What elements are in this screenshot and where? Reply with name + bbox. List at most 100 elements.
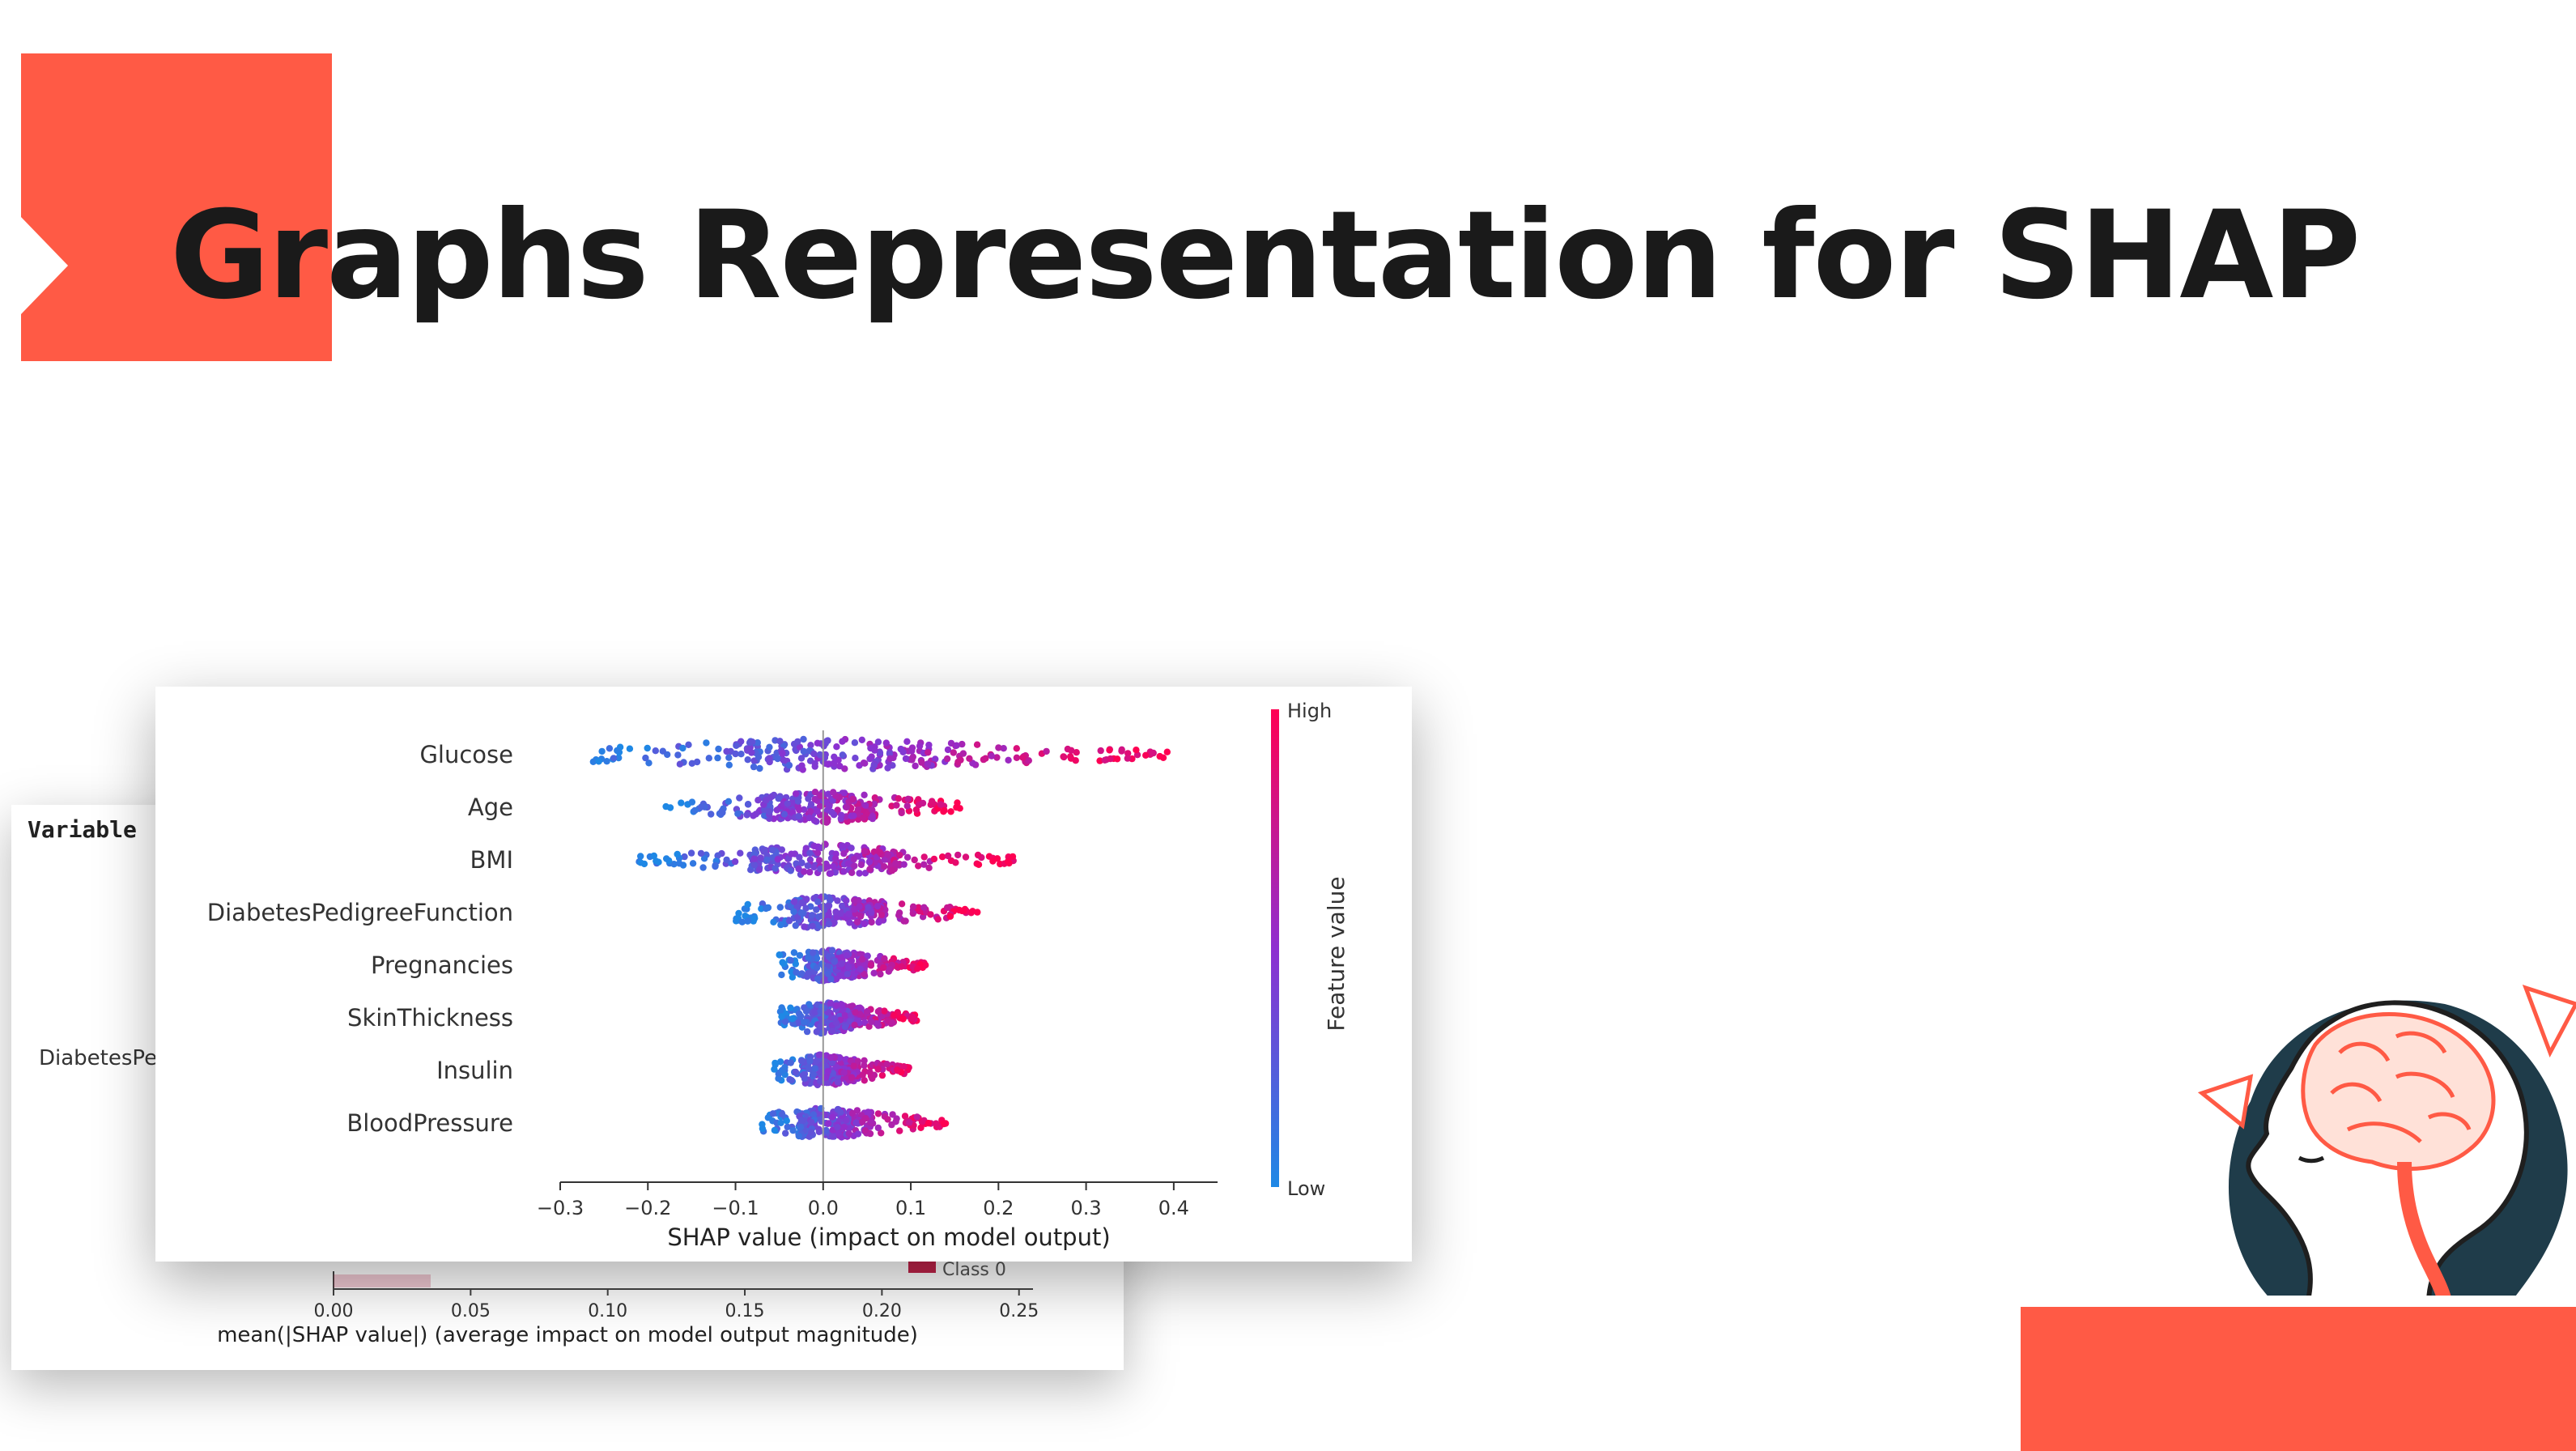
shap-point <box>898 963 905 970</box>
shap-point <box>874 1110 882 1117</box>
x-tick-label: 0.0 <box>808 1197 839 1219</box>
shap-point <box>874 903 882 910</box>
shap-point <box>826 802 833 810</box>
shap-point <box>789 973 797 981</box>
shap-point <box>1025 757 1033 764</box>
shap-point <box>790 740 798 748</box>
shap-point <box>892 860 899 867</box>
shap-point <box>811 763 818 770</box>
shap-point <box>808 912 816 919</box>
shap-point <box>870 969 878 977</box>
shap-point <box>776 951 784 959</box>
shap-point <box>789 1126 797 1134</box>
shap-point <box>790 898 798 905</box>
shap-point <box>869 1074 876 1083</box>
shap-point <box>1009 853 1017 861</box>
shap-point <box>878 911 886 919</box>
shap-point <box>776 904 784 911</box>
shap-point <box>840 1069 848 1076</box>
shap-point <box>868 908 875 917</box>
shap-point <box>642 754 649 762</box>
shap-point <box>865 858 874 866</box>
shap-point <box>748 749 755 756</box>
shap-point <box>952 859 959 866</box>
shap-point <box>789 1015 796 1023</box>
shap-point <box>1097 747 1104 755</box>
shap-point <box>896 852 903 859</box>
shap-point <box>866 1068 874 1076</box>
shap-point <box>795 812 802 820</box>
shap-point <box>815 1051 823 1059</box>
back-bar-fragment <box>334 1274 431 1287</box>
shap-point <box>626 745 634 752</box>
shap-point <box>850 855 857 863</box>
shap-point <box>854 1057 861 1065</box>
shap-point <box>723 747 730 755</box>
shap-point <box>778 971 785 979</box>
shap-point <box>798 762 806 769</box>
shap-point <box>795 865 802 873</box>
shap-point <box>778 846 785 853</box>
shap-point <box>839 738 846 745</box>
shap-point <box>912 762 919 770</box>
back-chart-x-axis-title: mean(|SHAP value|) (average impact on mo… <box>217 1323 918 1347</box>
shap-point <box>889 1019 896 1027</box>
shap-point <box>824 760 831 768</box>
shap-point <box>782 1130 789 1137</box>
shap-point <box>676 760 684 768</box>
shap-point <box>824 970 831 977</box>
shap-point <box>805 1065 813 1073</box>
shap-point <box>674 751 682 759</box>
shap-point <box>966 755 973 762</box>
shap-point <box>860 760 868 767</box>
colorbar-high-label: High <box>1287 700 1332 722</box>
shap-point <box>803 1028 811 1036</box>
feature-label: Age <box>468 794 513 821</box>
shap-point <box>674 850 681 858</box>
shap-point <box>911 856 918 864</box>
shap-point <box>909 753 916 760</box>
shap-point <box>950 749 957 756</box>
shap-point <box>914 965 921 972</box>
shap-point <box>920 904 928 911</box>
shap-point <box>754 739 761 747</box>
shap-point <box>805 969 812 977</box>
shap-point <box>818 912 826 920</box>
shap-point <box>857 1004 864 1011</box>
shap-point <box>801 1019 808 1026</box>
shap-point <box>781 1064 789 1071</box>
shap-point <box>867 962 875 969</box>
shap-point <box>843 803 850 811</box>
x-tick-label: −0.2 <box>624 1197 671 1219</box>
shap-point <box>796 806 803 814</box>
shap-point <box>861 1077 868 1084</box>
shap-point <box>752 811 759 818</box>
shap-point <box>738 918 746 925</box>
shap-point <box>815 857 823 864</box>
shap-point <box>932 755 939 763</box>
shap-point <box>589 758 597 765</box>
shap-point <box>840 789 848 797</box>
shap-point <box>995 744 1002 751</box>
shap-point <box>756 764 763 772</box>
feature-label: DiabetesPedigreeFunction <box>207 899 513 926</box>
x-tick-label: −0.3 <box>537 1197 584 1219</box>
shap-point <box>1133 747 1140 754</box>
shap-point <box>848 1074 856 1081</box>
shap-point <box>953 803 960 811</box>
shap-point <box>904 795 912 802</box>
shap-point <box>960 907 967 914</box>
shap-point <box>836 762 844 770</box>
shap-point <box>814 807 821 815</box>
shap-point <box>733 742 740 749</box>
shap-point <box>1019 754 1027 761</box>
shap-point <box>831 855 840 862</box>
shap-point <box>828 947 836 954</box>
shap-point <box>1124 755 1132 762</box>
shap-point <box>860 814 867 822</box>
back-x-tick-label: 0.05 <box>451 1301 491 1321</box>
shap-point <box>874 1124 882 1132</box>
shap-point <box>798 970 806 977</box>
shap-point <box>803 1007 810 1015</box>
colorbar-title: Feature value <box>1323 876 1350 1031</box>
